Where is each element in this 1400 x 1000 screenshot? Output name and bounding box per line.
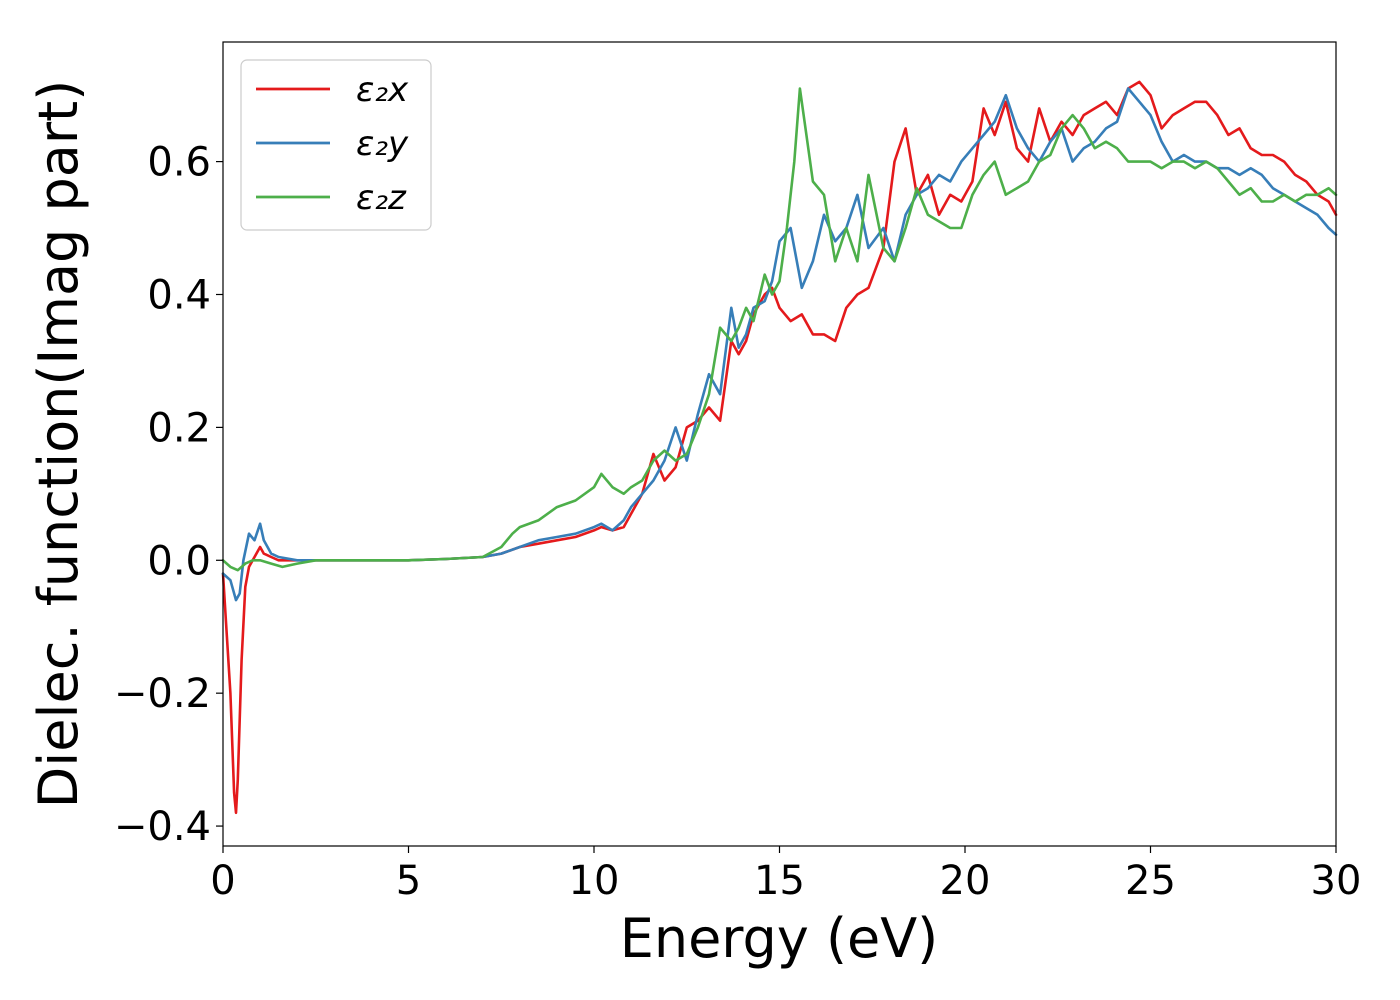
y-tick-label: 0.4 [147,272,211,318]
legend-box [240,59,432,231]
y-tick-label: 0.2 [147,405,211,451]
legend-label-0: ε₂x [356,70,409,110]
series-line-2 [221,87,1338,572]
x-tick-label: 20 [940,858,991,904]
y-tick-label: 0.6 [147,140,211,186]
x-tick-label: 25 [1125,858,1176,904]
y-tick-label: −0.2 [114,671,211,717]
x-axis: 0 5 10 15 20 25 30 [210,846,1361,904]
legend-label-1: ε₂y [356,124,409,164]
x-axis-label: Energy (eV) [620,907,939,970]
legend: ε₂x ε₂y ε₂z [240,59,432,231]
x-tick-label: 30 [1311,858,1362,904]
x-tick-label: 0 [210,858,235,904]
plot-lines [221,80,1338,815]
y-tick-label: −0.4 [114,804,211,850]
y-tick-label: 0.0 [147,538,211,584]
y-axis-label: Dielec. function(Imag part) [27,80,90,809]
y-axis: −0.4 −0.2 0.0 0.2 0.4 0.6 [114,140,223,850]
legend-label-2: ε₂z [356,178,407,218]
x-tick-label: 10 [569,858,620,904]
x-tick-label: 15 [754,858,805,904]
x-tick-label: 5 [396,858,421,904]
